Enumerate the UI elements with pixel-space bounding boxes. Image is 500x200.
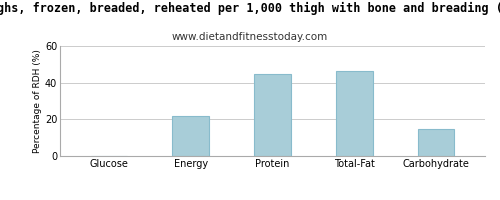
Y-axis label: Percentage of RDH (%): Percentage of RDH (%) [33,49,42,153]
Text: ghs, frozen, breaded, reheated per 1,000 thigh with bone and breading (: ghs, frozen, breaded, reheated per 1,000… [0,2,500,15]
Bar [172,116,209,156]
Bar [418,129,455,156]
Text: www.dietandfitnesstoday.com: www.dietandfitnesstoday.com [172,32,328,42]
Bar [254,74,291,156]
Bar [336,71,372,156]
